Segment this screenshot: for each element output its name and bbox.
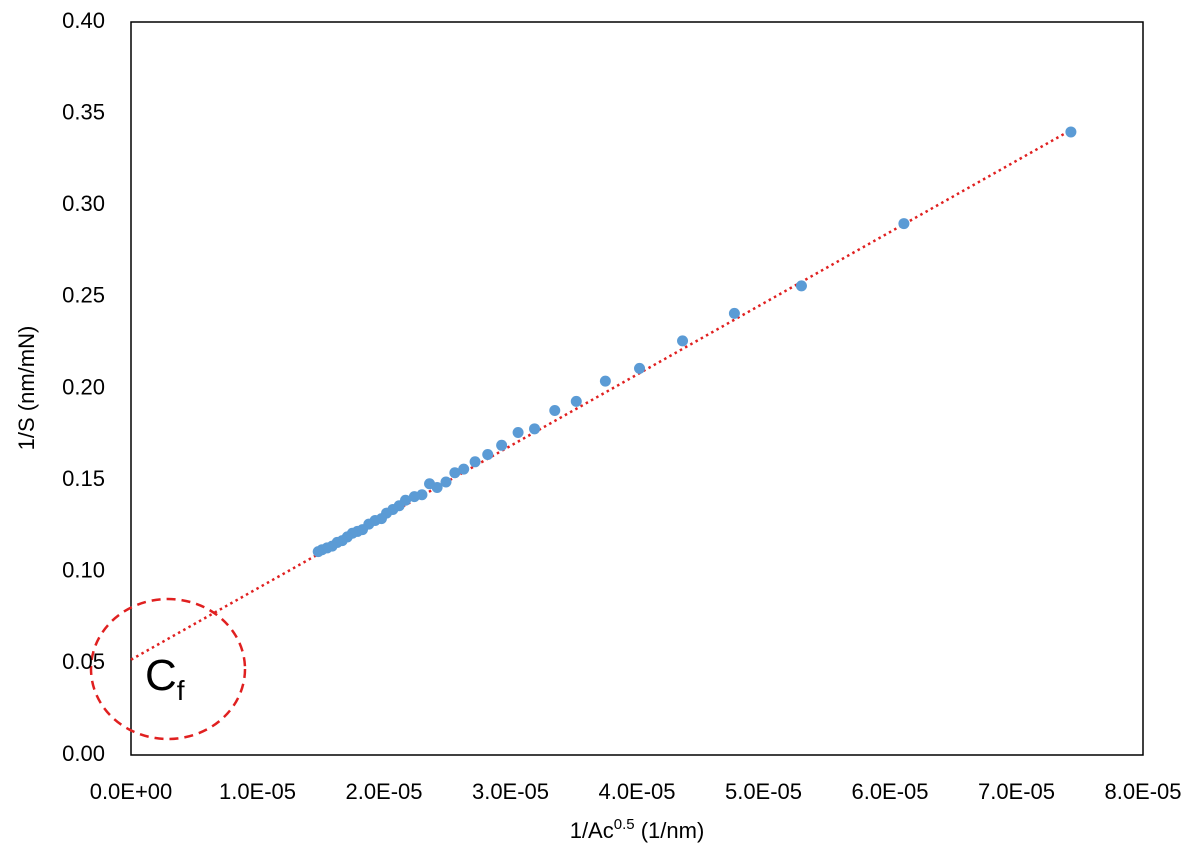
x-tick-label: 5.0E-05 [725, 779, 802, 804]
data-point [677, 335, 689, 347]
data-point [599, 375, 611, 387]
y-tick-label: 0.05 [62, 649, 105, 674]
x-tick-label: 6.0E-05 [851, 779, 928, 804]
x-tick-label: 0.0E+00 [90, 779, 173, 804]
x-label-rest: (1/nm) [635, 818, 705, 843]
x-label-base: 1/Ac [570, 818, 614, 843]
x-tick-label: 7.0E-05 [978, 779, 1055, 804]
data-point [795, 280, 807, 292]
data-point [449, 467, 461, 479]
data-point [529, 423, 541, 435]
x-axis-label: 1/Ac0.5 (1/nm) [570, 816, 705, 843]
data-point [469, 456, 481, 468]
x-tick-label: 8.0E-05 [1104, 779, 1181, 804]
data-point [482, 448, 494, 460]
x-tick-label: 1.0E-05 [219, 779, 296, 804]
annotation-subscript: f [177, 675, 185, 706]
y-tick-label: 0.00 [62, 741, 105, 766]
y-tick-label: 0.10 [62, 558, 105, 583]
highlight-circle [89, 597, 247, 741]
data-point [408, 491, 420, 503]
data-point [512, 426, 524, 438]
x-tick-label: 2.0E-05 [345, 779, 422, 804]
plot-frame [130, 21, 1144, 756]
data-point [898, 218, 910, 230]
data-point [440, 476, 452, 488]
x-tick-label: 3.0E-05 [472, 779, 549, 804]
y-tick-label: 0.20 [62, 374, 105, 399]
data-point [634, 362, 646, 374]
x-tick-label: 4.0E-05 [598, 779, 675, 804]
y-tick-label: 0.15 [62, 466, 105, 491]
x-label-sup: 0.5 [614, 816, 635, 833]
y-tick-label: 0.25 [62, 283, 105, 308]
data-point [496, 439, 508, 451]
data-point [1065, 126, 1077, 138]
annotation: Cf [145, 651, 185, 706]
data-point [458, 463, 470, 475]
y-tick-label: 0.35 [62, 99, 105, 124]
y-axis-label: 1/S (nm/mN) [14, 326, 39, 451]
data-point [424, 478, 436, 490]
data-point [312, 546, 324, 558]
data-point [549, 404, 561, 416]
y-tick-label: 0.30 [62, 191, 105, 216]
annotation-text: C [145, 651, 177, 700]
trendline [130, 129, 1072, 661]
data-point [570, 395, 582, 407]
data-point [728, 307, 740, 319]
y-tick-label: 0.40 [62, 8, 105, 33]
